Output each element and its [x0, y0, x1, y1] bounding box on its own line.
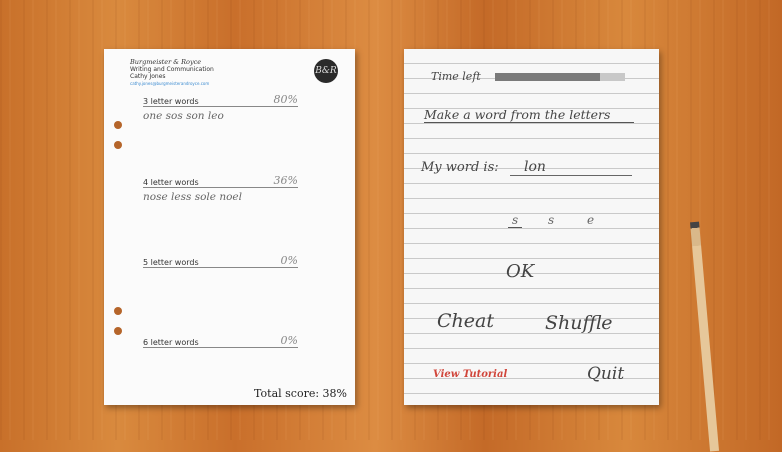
section-percent: 0%	[280, 334, 298, 347]
company-name: Burgmeister & Royce	[130, 58, 202, 66]
section-percent: 80%	[273, 93, 298, 106]
game-sheet: Time left Make a word from the letters M…	[404, 49, 659, 405]
letter-tile[interactable]: e	[587, 213, 595, 227]
section-5-letter: 5 letter words 0%	[143, 254, 298, 268]
instruction: Make a word from the letters	[424, 107, 634, 123]
section-label: 5 letter words	[143, 258, 199, 267]
punch-hole	[114, 327, 122, 335]
letter-tile[interactable]: s	[548, 213, 555, 227]
letter-tile[interactable]: s	[508, 213, 523, 228]
cheat-button[interactable]: Cheat	[437, 310, 494, 332]
shuffle-button[interactable]: Shuffle	[545, 312, 613, 334]
word-label: My word is:	[421, 160, 499, 175]
time-left-label: Time left	[431, 70, 481, 83]
time-left-fill	[495, 73, 601, 81]
quit-button[interactable]: Quit	[587, 364, 625, 384]
company-logo: B&R	[314, 59, 338, 83]
found-words: one sos son leo	[143, 110, 224, 122]
section-percent: 0%	[280, 254, 298, 267]
user-email: cathy.jones@burgmeisterandroyce.com	[130, 81, 210, 86]
found-words: nose less sole noel	[143, 191, 242, 203]
punch-hole	[114, 121, 122, 129]
punch-hole	[114, 307, 122, 315]
section-4-letter: 4 letter words 36% nose less sole noel	[143, 174, 298, 203]
score-sheet: Burgmeister & Royce Writing and Communic…	[104, 49, 355, 405]
view-tutorial-link[interactable]: View Tutorial	[433, 369, 508, 380]
section-label: 4 letter words	[143, 178, 199, 187]
section-6-letter: 6 letter words 0%	[143, 334, 298, 348]
punch-hole	[114, 141, 122, 149]
letterhead: Burgmeister & Royce Writing and Communic…	[130, 59, 214, 87]
section-3-letter: 3 letter words 80% one sos son leo	[143, 93, 298, 122]
total-score: Total score: 38%	[254, 387, 347, 400]
ok-button[interactable]: OK	[506, 261, 535, 282]
section-label: 3 letter words	[143, 97, 199, 106]
user-name: Cathy Jones	[130, 73, 166, 80]
current-word: lon	[510, 159, 632, 176]
section-percent: 36%	[273, 174, 298, 187]
section-label: 6 letter words	[143, 338, 199, 347]
department: Writing and Communication	[130, 66, 214, 73]
time-left-bar	[495, 73, 625, 81]
